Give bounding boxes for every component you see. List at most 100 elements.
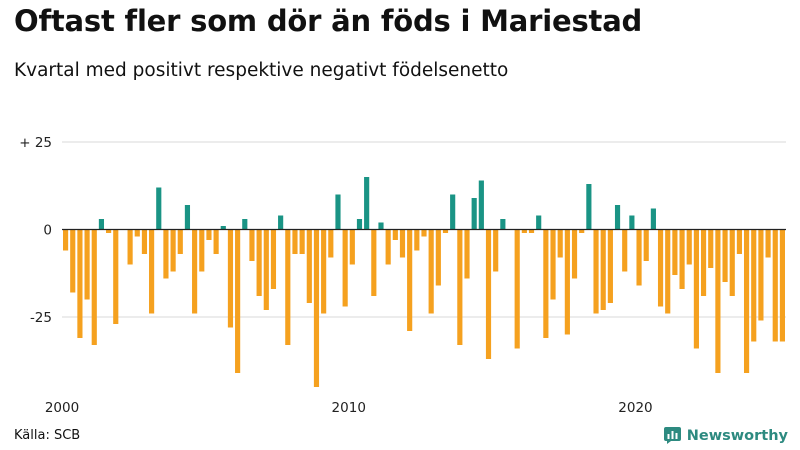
bar-61	[500, 219, 506, 230]
bar-70	[564, 229, 570, 335]
bar-5	[98, 219, 105, 230]
bar-73	[586, 184, 592, 230]
bar-39	[342, 229, 348, 307]
bar-28	[263, 229, 269, 310]
bar-63	[514, 229, 520, 349]
bar-32	[292, 229, 298, 254]
bar-29	[270, 229, 277, 289]
y-tick-label-0: + 25	[19, 135, 52, 151]
newsworthy-logo-icon	[663, 427, 681, 444]
bar-48	[407, 229, 413, 331]
chart-subtitle: Kvartal med positivt respektive negativt…	[14, 60, 509, 81]
x-tick-label-2: 2020	[618, 400, 652, 416]
bar-46	[392, 229, 398, 240]
bar-68	[550, 229, 556, 300]
bar-60	[493, 229, 499, 272]
bar-42	[364, 177, 370, 230]
bar-96	[751, 229, 757, 342]
bar-91	[715, 229, 721, 373]
bar-57	[471, 198, 477, 230]
bar-100	[779, 229, 785, 342]
bar-84	[665, 229, 671, 314]
bar-41	[356, 219, 363, 230]
bar-71	[571, 229, 578, 279]
bar-74	[593, 229, 599, 314]
bar-52	[435, 229, 441, 286]
bar-44	[378, 222, 384, 230]
bar-94	[736, 229, 742, 254]
bar-6	[106, 229, 112, 233]
x-tick-label-0: 2000	[45, 400, 79, 416]
bar-10	[134, 229, 140, 237]
bar-86	[679, 229, 685, 289]
bar-90	[708, 229, 714, 268]
bar-55	[457, 229, 463, 345]
bar-7	[113, 229, 119, 324]
bar-35	[313, 229, 320, 387]
bar-81	[643, 229, 649, 261]
bar-82	[650, 208, 656, 230]
bar-65	[528, 229, 535, 233]
bar-79	[629, 215, 635, 230]
bar-18	[192, 229, 198, 314]
bar-17	[184, 205, 191, 230]
x-tick-label-1: 2010	[332, 400, 366, 416]
bar-9	[127, 229, 133, 265]
bar-0	[63, 229, 69, 251]
bar-53	[442, 229, 449, 233]
bar-20	[206, 229, 212, 240]
bar-40	[349, 229, 355, 265]
bar-95	[743, 229, 750, 373]
bar-36	[321, 229, 327, 314]
bar-1	[70, 229, 76, 293]
bar-25	[242, 219, 248, 230]
bar-85	[672, 229, 678, 275]
bar-24	[235, 229, 241, 373]
bar-4	[91, 229, 97, 345]
bar-89	[700, 229, 707, 296]
bar-99	[772, 229, 778, 342]
bar-27	[256, 229, 262, 296]
axes: + 25 0 -25 2000 2010 2020	[19, 135, 786, 416]
bar-77	[614, 205, 621, 230]
bar-75	[600, 229, 606, 310]
bar-49	[414, 229, 420, 251]
bar-64	[521, 229, 527, 233]
bar-16	[177, 229, 183, 254]
bar-88	[693, 229, 699, 349]
bar-59	[485, 229, 492, 359]
bar-58	[478, 180, 484, 230]
bar-37	[328, 229, 334, 258]
bar-26	[249, 229, 255, 261]
bar-30	[278, 215, 284, 230]
gridlines	[62, 141, 786, 318]
bar-series	[63, 177, 785, 387]
bar-12	[149, 229, 155, 314]
bar-45	[385, 229, 391, 265]
bar-78	[622, 229, 628, 272]
brand-logo: Newsworthy	[663, 427, 788, 444]
bar-43	[371, 229, 377, 296]
bar-98	[765, 229, 771, 258]
bar-83	[657, 229, 664, 307]
bar-31	[285, 229, 291, 345]
chart-title: Oftast fler som dör än föds i Mariestad	[14, 4, 643, 38]
bar-87	[686, 229, 692, 265]
y-tick-label-1: 0	[43, 223, 52, 239]
bar-92	[722, 229, 728, 282]
bar-34	[306, 229, 312, 303]
bar-3	[84, 229, 90, 300]
bar-22	[220, 226, 226, 230]
bar-11	[141, 229, 148, 254]
bar-13	[156, 187, 162, 230]
bar-72	[579, 229, 585, 233]
y-tick-label-2: -25	[30, 310, 52, 326]
bar-19	[199, 229, 205, 272]
source-credit: Källa: SCB	[14, 428, 81, 443]
bar-38	[335, 194, 341, 230]
bar-2	[77, 229, 83, 338]
brand-name: Newsworthy	[686, 427, 788, 444]
bar-21	[213, 229, 219, 254]
